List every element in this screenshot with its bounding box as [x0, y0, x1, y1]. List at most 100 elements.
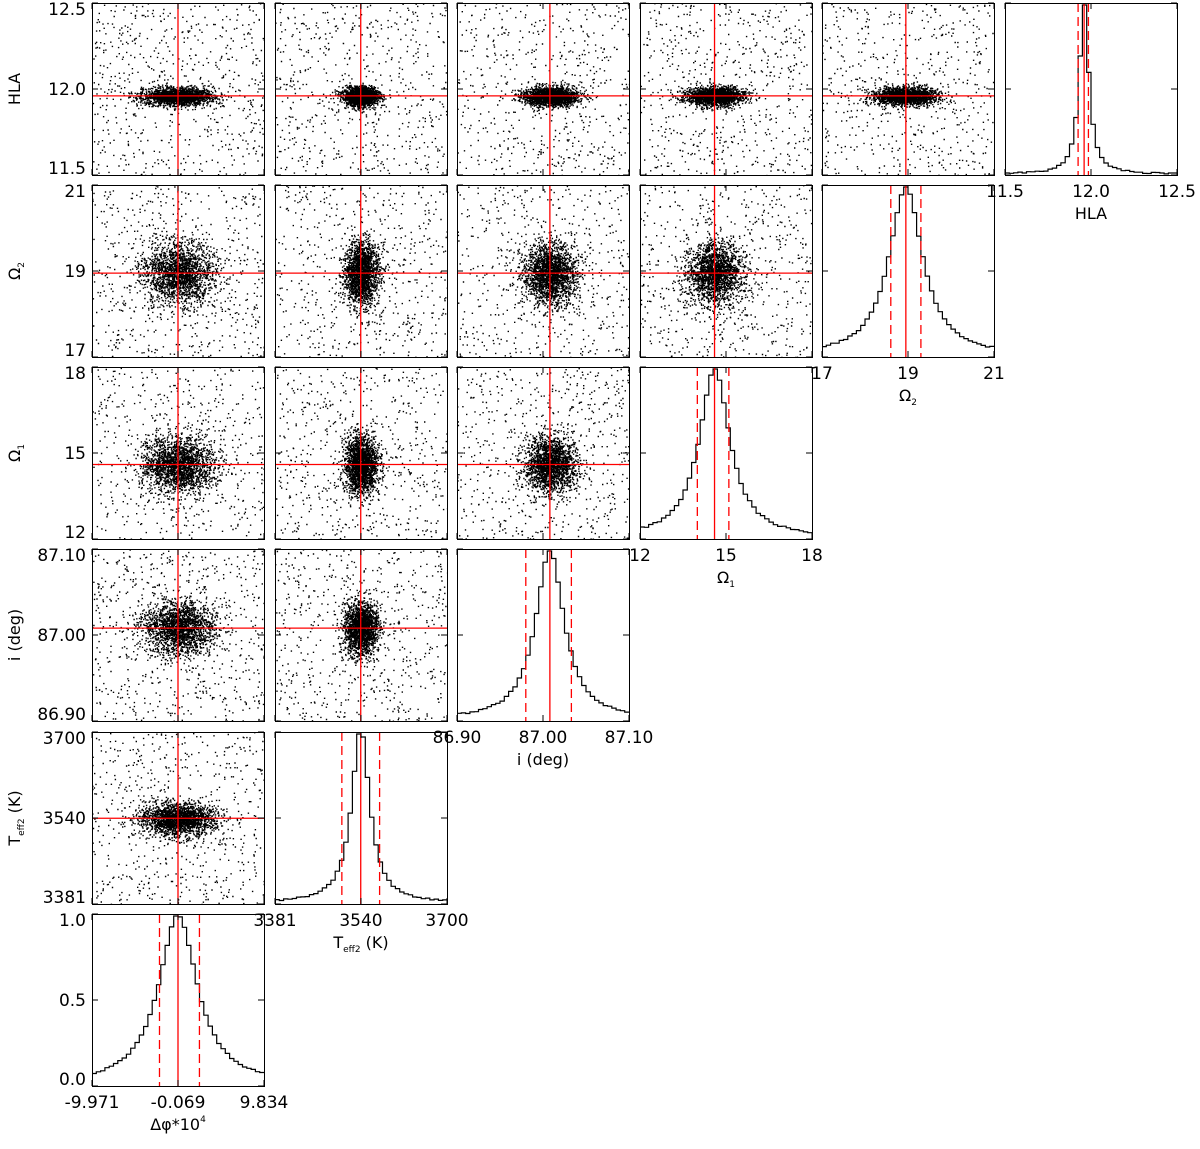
- x-tick-label: 12.0: [1072, 182, 1110, 202]
- histogram-hla: 11.5 12.0 12.5 HLA: [986, 2, 1196, 223]
- plot-area: [275, 367, 447, 539]
- plot-area: [822, 185, 994, 357]
- scatter-points: [275, 185, 447, 357]
- scatter-dphi-vs-hla: [91, 2, 265, 176]
- plot-area: [92, 549, 264, 721]
- y-tick-label: 18: [64, 364, 86, 384]
- x-tick-label: -0.069: [151, 1093, 206, 1113]
- y-axis-label: Teff2 (K): [5, 790, 27, 846]
- plot-area: [92, 367, 264, 539]
- y-tick-label: 12.5: [48, 0, 86, 20]
- scatter-omega2-vs-hla: [821, 2, 995, 176]
- scatter-omega1-vs-hla: [639, 2, 813, 176]
- scatter-points: [92, 367, 264, 539]
- scatter-points: [92, 549, 264, 721]
- histogram-steps: [822, 186, 994, 357]
- x-tick-label: 12.5: [1158, 182, 1196, 202]
- plot-area: [92, 732, 264, 904]
- y-tick-label: 12.0: [48, 80, 86, 100]
- x-tick-label: 21: [983, 364, 1005, 384]
- plot-area: [275, 549, 447, 721]
- x-tick-label: 18: [801, 546, 823, 566]
- plot-area: [457, 185, 629, 357]
- plot-area: [1005, 3, 1177, 175]
- panel-frame: [275, 732, 448, 905]
- plot-area: [640, 3, 812, 175]
- plot-area: [822, 3, 994, 175]
- scatter-dphi-vs-incl: [91, 548, 265, 722]
- x-axis-label: Δφ*104: [150, 1115, 206, 1134]
- y-tick-label: 1.0: [59, 911, 86, 931]
- y-tick-label: 3700: [43, 729, 86, 749]
- y-tick-label: 87.10: [37, 546, 86, 566]
- x-axis-label: i (deg): [517, 750, 569, 769]
- x-tick-label: 15: [715, 546, 737, 566]
- scatter-teff2-vs-omega2: [274, 184, 448, 358]
- plot-area: [457, 549, 629, 721]
- scatter-points: [640, 185, 812, 357]
- scatter-points: [92, 3, 264, 175]
- scatter-dphi-vs-omega1: [91, 366, 265, 540]
- y-tick-label: 12: [64, 523, 86, 543]
- y-tick-label: 86.90: [37, 705, 86, 725]
- y-axis-label: Ω2: [5, 262, 27, 280]
- y-axis-label: i (deg): [5, 609, 24, 661]
- scatter-points: [275, 549, 447, 721]
- plot-area: [92, 185, 264, 357]
- y-tick-label: 3381: [43, 888, 86, 908]
- scatter-points: [640, 3, 812, 175]
- x-axis-label: Ω2: [899, 386, 917, 408]
- histogram-steps: [640, 368, 812, 539]
- plot-area: [457, 3, 629, 175]
- scatter-dphi-vs-omega2: [91, 184, 265, 358]
- panel-frame: [640, 367, 813, 540]
- y-tick-label: 87.00: [37, 626, 86, 646]
- scatter-omega1-vs-omega2: [639, 184, 813, 358]
- histogram-dphi: -9.971 -0.069 9.834 Δφ*104: [65, 913, 289, 1134]
- scatter-incl-vs-omega2: [456, 184, 630, 358]
- x-tick-label: 86.90: [433, 728, 482, 748]
- x-tick-label: -9.971: [65, 1093, 120, 1113]
- plot-area: [275, 732, 447, 904]
- scatter-points: [822, 3, 994, 175]
- y-axis-label: Ω1: [5, 444, 27, 462]
- scatter-points: [457, 185, 629, 357]
- x-tick-label: 17: [811, 364, 833, 384]
- histogram-omega1: 12 15 18 Ω1: [629, 366, 823, 590]
- y-tick-label: 0.5: [59, 991, 86, 1011]
- y-tick-label: 11.5: [48, 159, 86, 179]
- histogram-steps: [457, 550, 629, 721]
- y-tick-label: 21: [64, 182, 86, 202]
- scatter-teff2-vs-hla: [274, 2, 448, 176]
- plot-area: [640, 367, 812, 539]
- scatter-dphi-vs-teff2: [91, 731, 265, 905]
- panel-frame: [822, 185, 995, 358]
- x-axis-label: HLA: [1075, 204, 1107, 223]
- x-tick-label: 3700: [425, 911, 468, 931]
- x-tick-label: 19: [897, 364, 919, 384]
- x-axis-label: Ω1: [717, 568, 735, 590]
- plot-area: [640, 185, 812, 357]
- x-tick-label: 9.834: [240, 1093, 289, 1113]
- histogram-steps: [1005, 4, 1177, 175]
- plot-area: [275, 185, 447, 357]
- y-axis-label: HLA: [5, 73, 24, 105]
- y-tick-label: 0.0: [59, 1070, 86, 1090]
- scatter-incl-vs-hla: [456, 2, 630, 176]
- y-tick-label: 3540: [43, 809, 86, 829]
- plot-area: [92, 3, 264, 175]
- scatter-points: [457, 367, 629, 539]
- histogram-incl: 86.90 87.00 87.10 i (deg): [433, 548, 654, 769]
- x-axis-label: Teff2 (K): [332, 933, 388, 955]
- scatter-incl-vs-omega1: [456, 366, 630, 540]
- plot-area: [457, 367, 629, 539]
- x-tick-label: 12: [629, 546, 651, 566]
- scatter-teff2-vs-omega1: [274, 366, 448, 540]
- scatter-points: [457, 3, 629, 175]
- x-tick-label: 3540: [339, 911, 382, 931]
- y-tick-label: 15: [64, 444, 86, 464]
- x-tick-label: 87.10: [605, 728, 654, 748]
- histogram-omega2: 17 19 21 Ω2: [811, 184, 1005, 408]
